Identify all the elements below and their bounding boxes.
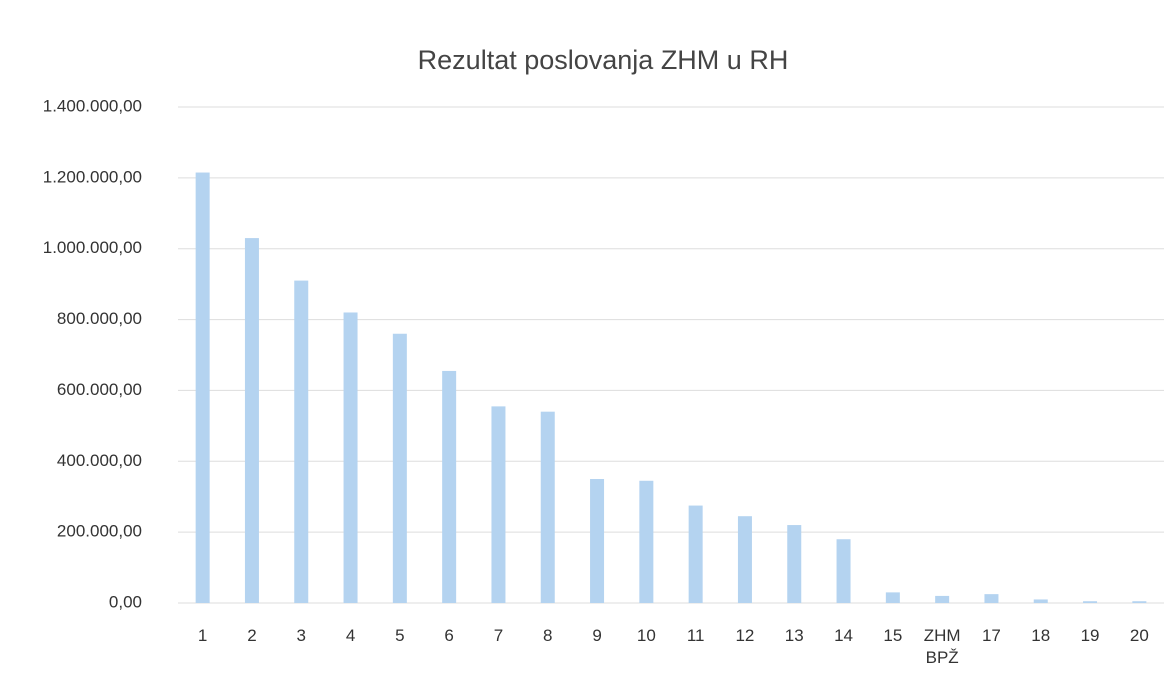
x-tick-label: 4 <box>345 626 356 645</box>
bar <box>294 280 309 603</box>
bar <box>688 505 703 603</box>
y-tick-label: 200.000,00 <box>57 522 142 541</box>
bar <box>392 333 407 603</box>
bar <box>787 525 802 603</box>
bar <box>984 594 999 603</box>
x-tick-label: 3 <box>296 626 306 645</box>
x-tick-label: 15 <box>883 626 903 645</box>
bar <box>491 406 506 603</box>
x-tick-label: 13 <box>784 626 804 645</box>
chart-title: Rezultat poslovanja ZHM u RH <box>418 45 789 75</box>
x-tick-label: 9 <box>592 626 602 645</box>
x-tick-label: 11 <box>686 626 705 645</box>
bar <box>195 172 210 604</box>
x-tick-label: 8 <box>543 626 553 645</box>
bar <box>590 479 605 603</box>
y-tick-label: 1.200.000,00 <box>43 167 142 186</box>
bar <box>244 238 259 604</box>
y-tick-label: 400.000,00 <box>57 451 142 470</box>
x-tick-label: 20 <box>1129 626 1149 645</box>
bar <box>1083 601 1098 603</box>
bar <box>343 312 358 603</box>
y-tick-label: 1.400.000,00 <box>43 96 142 115</box>
x-tick-label: 18 <box>1031 626 1051 645</box>
bar <box>442 370 457 603</box>
x-tick-label: 10 <box>636 626 656 645</box>
y-tick-label: 0,00 <box>109 592 142 611</box>
x-tick-label: ZHM BPŽ <box>923 626 961 667</box>
x-tick-label: 14 <box>834 626 853 645</box>
bar <box>737 516 752 603</box>
x-tick-label: 19 <box>1080 626 1100 645</box>
x-tick-label: 17 <box>981 626 1001 645</box>
x-tick-label: 7 <box>493 626 504 645</box>
x-tick-label: 5 <box>395 626 405 645</box>
bar <box>836 539 851 603</box>
x-tick-label: 2 <box>247 626 257 645</box>
bar <box>1033 599 1048 603</box>
bar <box>639 480 654 603</box>
bar <box>885 592 900 603</box>
y-tick-label: 1.000.000,00 <box>43 238 142 257</box>
y-tick-label: 600.000,00 <box>57 380 142 399</box>
bar <box>1132 601 1147 603</box>
bar <box>540 411 555 603</box>
x-tick-label: 1 <box>197 626 208 645</box>
bar <box>935 595 950 603</box>
x-tick-label: 6 <box>444 626 454 645</box>
x-tick-label: 12 <box>735 626 755 645</box>
y-tick-label: 800.000,00 <box>57 309 142 328</box>
